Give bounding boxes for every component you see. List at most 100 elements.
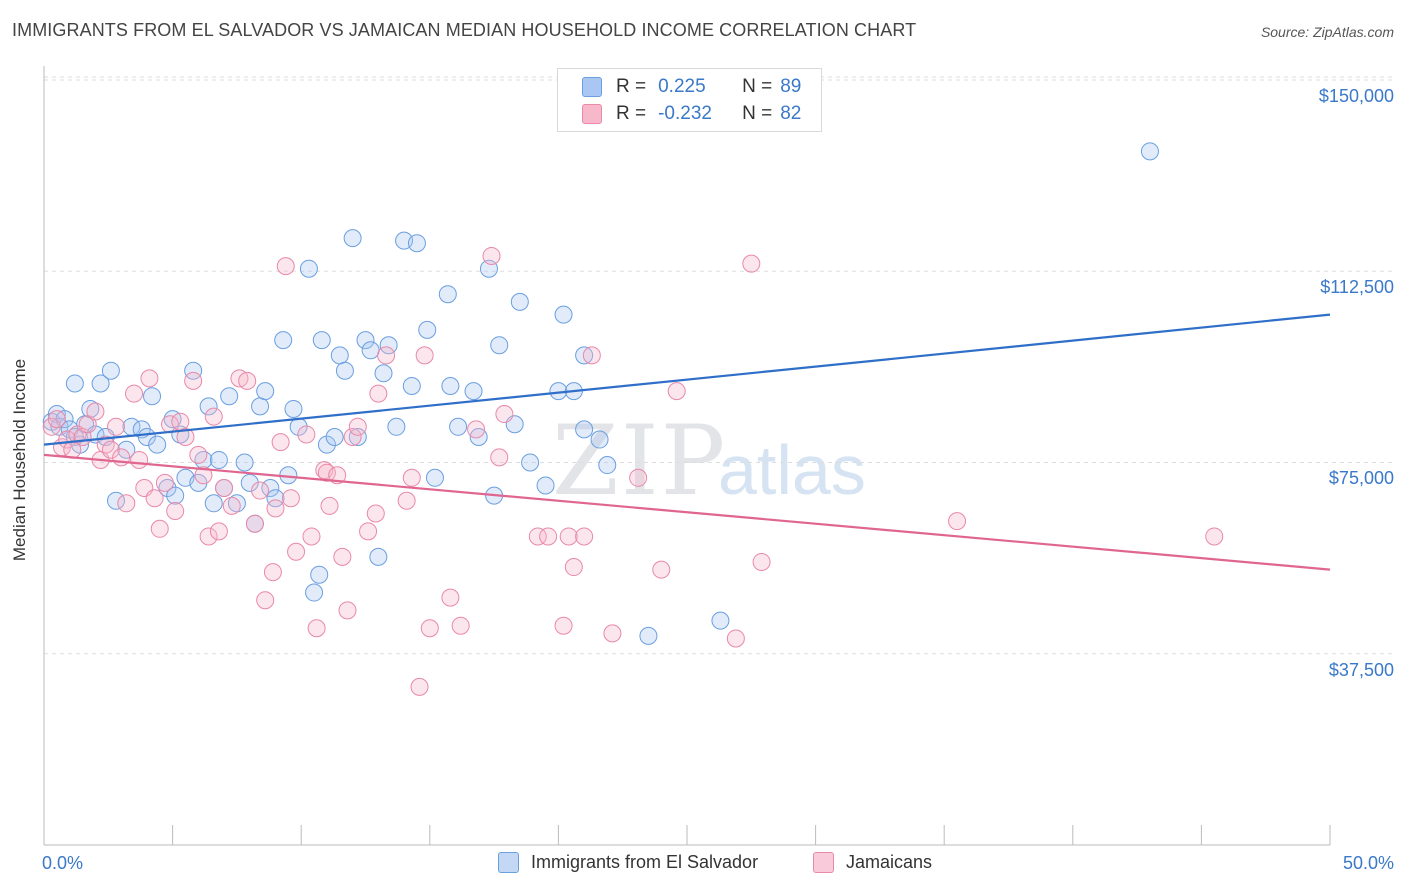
point-jamaican <box>307 619 326 638</box>
point-el-salvador <box>148 435 167 454</box>
point-el-salvador <box>441 377 460 395</box>
point-jamaican <box>145 489 164 508</box>
legend-r-value: 0.225 <box>658 76 706 97</box>
point-jamaican <box>125 384 144 403</box>
series-swatch-pink <box>813 852 834 873</box>
point-jamaican <box>410 677 429 696</box>
point-jamaican <box>948 512 967 531</box>
point-el-salvador <box>266 489 285 508</box>
point-el-salvador <box>361 341 380 360</box>
point-el-salvador <box>335 361 354 380</box>
y-axis-label: Median Household Income <box>10 358 29 562</box>
chart-source: Source: ZipAtlas.com <box>1260 24 1394 40</box>
point-el-salvador <box>284 399 303 418</box>
point-el-salvador <box>107 491 126 510</box>
point-el-salvador <box>184 361 203 380</box>
point-el-salvador <box>227 494 246 513</box>
point-el-salvador <box>143 387 162 406</box>
y-tick-label: $37,500 <box>1328 660 1394 680</box>
legend-n-label: N = <box>742 103 773 124</box>
point-el-salvador <box>199 397 218 416</box>
point-jamaican <box>130 450 149 469</box>
point-jamaican <box>302 527 321 546</box>
point-jamaican <box>166 501 185 520</box>
point-jamaican <box>297 425 316 444</box>
point-jamaican <box>420 619 439 638</box>
point-el-salvador <box>343 229 362 248</box>
point-el-salvador <box>274 331 293 350</box>
point-jamaican <box>263 563 282 582</box>
point-jamaican <box>194 466 213 485</box>
point-el-salvador <box>317 435 336 454</box>
point-el-salvador <box>418 320 437 339</box>
point-el-salvador <box>407 234 426 253</box>
legend-swatch-blue <box>582 77 602 97</box>
point-el-salvador <box>521 453 540 472</box>
point-jamaican <box>467 420 486 439</box>
series-legend-pink[interactable]: Jamaicans <box>813 852 932 873</box>
series-name-blue: Immigrants from El Salvador <box>531 852 759 872</box>
point-jamaican <box>189 445 208 464</box>
legend-r-label: R = <box>616 103 647 124</box>
point-el-salvador <box>220 387 239 406</box>
legend-n-value: 82 <box>780 103 802 124</box>
point-jamaican <box>582 346 601 365</box>
point-jamaican <box>281 489 300 508</box>
point-el-salvador <box>330 346 349 365</box>
point-el-salvador <box>240 473 259 492</box>
point-jamaican <box>451 616 470 635</box>
point-el-salvador <box>325 428 344 446</box>
point-jamaican <box>752 552 771 571</box>
point-jamaican <box>726 629 745 648</box>
series-name-pink: Jamaicans <box>846 852 933 872</box>
point-jamaican <box>251 481 270 500</box>
point-el-salvador <box>158 479 177 497</box>
point-jamaican <box>575 527 594 546</box>
x-tick-label-max: 50.0% <box>1342 853 1394 873</box>
point-jamaican <box>338 601 357 620</box>
legend-row-blue: R = 0.225 N = 89 <box>582 75 801 99</box>
watermark-zip: ZIP <box>552 405 728 517</box>
point-el-salvador <box>310 565 329 584</box>
point-jamaican <box>348 417 367 436</box>
legend-r-value: -0.232 <box>658 103 712 124</box>
point-jamaican <box>117 494 136 513</box>
point-jamaican <box>107 417 126 436</box>
series-legend-blue[interactable]: Immigrants from El Salvador <box>498 852 758 873</box>
point-jamaican <box>140 369 159 388</box>
point-jamaican <box>155 473 174 492</box>
point-el-salvador <box>101 361 120 380</box>
point-jamaican <box>86 402 105 421</box>
point-el-salvador <box>490 336 509 355</box>
trend-line-el-salvador <box>43 313 1331 446</box>
watermark-atlas: atlas <box>718 431 866 509</box>
point-el-salvador <box>256 382 275 401</box>
legend-swatch-pink <box>582 104 602 124</box>
point-jamaican <box>317 463 336 482</box>
point-jamaican <box>287 542 306 561</box>
point-jamaican <box>343 428 362 446</box>
point-jamaican <box>554 616 573 635</box>
legend-n-value: 89 <box>780 76 802 97</box>
point-jamaican <box>366 504 385 523</box>
point-jamaican <box>482 246 501 265</box>
point-el-salvador <box>209 450 228 469</box>
point-jamaican <box>328 466 347 485</box>
point-jamaican <box>397 491 416 510</box>
point-el-salvador <box>438 285 457 304</box>
point-jamaican <box>96 435 115 454</box>
point-jamaican <box>1205 527 1224 546</box>
point-jamaican <box>245 514 264 533</box>
point-jamaican <box>652 560 671 579</box>
point-jamaican <box>667 382 686 401</box>
point-el-salvador <box>402 377 421 395</box>
point-el-salvador <box>387 417 406 436</box>
point-el-salvador <box>235 453 254 472</box>
y-tick-label: $112,500 <box>1320 277 1394 297</box>
point-jamaican <box>238 371 257 390</box>
point-jamaican <box>47 410 66 429</box>
point-el-salvador <box>598 456 617 475</box>
point-el-salvador <box>251 397 270 416</box>
point-jamaican <box>490 448 509 467</box>
